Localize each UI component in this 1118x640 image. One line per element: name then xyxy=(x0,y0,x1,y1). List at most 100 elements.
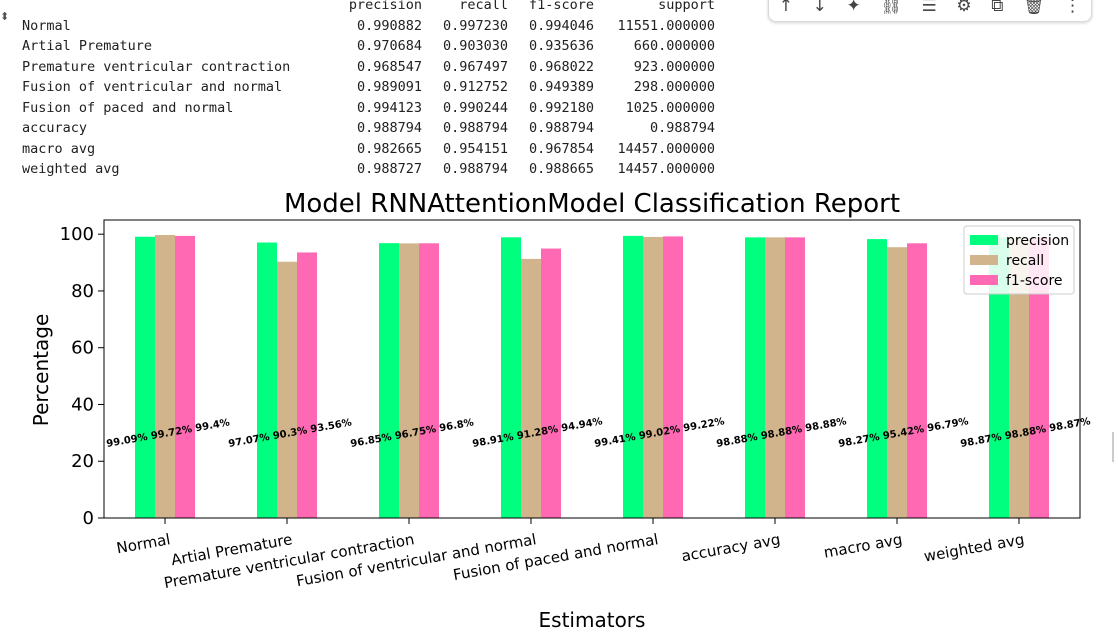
bar-f1-score xyxy=(907,243,927,518)
classification-report-chart: Model RNNAttentionModel Classification R… xyxy=(29,189,1091,632)
x-tick-label: weighted avg xyxy=(922,530,1025,565)
y-tick-label: 60 xyxy=(71,338,94,359)
report-cell-precision: 0.994123 xyxy=(356,99,422,116)
legend-label: recall xyxy=(1006,253,1044,269)
legend-swatch-precision xyxy=(970,235,998,245)
y-tick-label: 100 xyxy=(60,224,94,245)
report-cell-f1-score: 0.994046 xyxy=(528,17,594,34)
link-icon[interactable]: ⛓ xyxy=(880,0,902,16)
trash-icon[interactable]: 🗑 xyxy=(1022,0,1045,16)
gear-icon[interactable]: ⚙ xyxy=(956,0,972,16)
x-tick-label: accuracy avg xyxy=(680,530,782,565)
x-tick-label: Normal xyxy=(115,530,172,557)
report-cell-f1-score: 0.992180 xyxy=(528,99,594,116)
report-row: weighted avg 0.988727 0.988794 0.988665 1445… xyxy=(22,159,715,180)
report-header-support: support xyxy=(658,0,715,13)
report-body: Normal 0.990882 0.997230 0.994046 11551.0000… xyxy=(22,16,715,180)
report-cell-support: 1025.000000 xyxy=(625,99,715,116)
report-cell-recall: 0.912752 xyxy=(442,79,508,95)
scroll-edge-marker xyxy=(1112,432,1117,462)
bar-precision xyxy=(257,242,277,518)
chart-title: Model RNNAttentionModel Classification R… xyxy=(284,189,900,219)
legend-label: precision xyxy=(1006,233,1069,249)
bar-recall xyxy=(765,237,785,518)
comment-icon[interactable]: ☰ xyxy=(921,0,937,16)
bar-f1-score xyxy=(419,243,439,518)
bar-recall xyxy=(1009,237,1029,518)
report-row-label: macro avg xyxy=(22,140,96,157)
sparkle-icon[interactable]: ✦ xyxy=(846,0,861,16)
bar-precision xyxy=(379,243,399,518)
report-row-label: Premature ventricular contraction xyxy=(22,58,291,75)
report-row: Premature ventricular contraction 0.96854… xyxy=(22,57,715,78)
classification-report-output: precision recall f1-score support Normal… xyxy=(22,0,715,180)
bar-precision xyxy=(989,237,1009,518)
report-row-label: Fusion of ventricular and normal xyxy=(22,79,283,95)
bar-recall xyxy=(521,258,541,518)
report-cell-f1-score: 0.988794 xyxy=(528,120,594,136)
report-cell-support: 11551.000000 xyxy=(617,17,715,34)
report-row: accuracy 0.988794 0.988794 0.988794 0.988794 xyxy=(22,118,715,139)
y-axis-label: Percentage xyxy=(29,314,53,427)
report-cell-recall: 0.988794 xyxy=(442,120,508,136)
report-cell-precision: 0.968547 xyxy=(356,58,422,75)
legend-swatch-f1-score xyxy=(970,275,998,285)
report-row-label: accuracy xyxy=(22,120,88,136)
report-row: Fusion of ventricular and normal 0.989091… xyxy=(22,77,715,98)
x-axis-label: Estimators xyxy=(539,608,646,632)
report-cell-recall: 0.903030 xyxy=(442,38,508,54)
report-cell-f1-score: 0.949389 xyxy=(528,79,594,95)
report-header-row: precision recall f1-score support xyxy=(22,0,715,16)
legend-swatch-recall xyxy=(970,255,998,265)
y-tick-label: 40 xyxy=(71,394,94,415)
report-cell-support: 660.000000 xyxy=(633,38,715,54)
bar-recall xyxy=(277,261,297,518)
report-header-f1: f1-score xyxy=(528,0,594,13)
legend-label: f1-score xyxy=(1006,273,1063,289)
plot-frame xyxy=(103,219,1081,519)
bar-f1-score xyxy=(175,235,195,518)
bar-precision xyxy=(867,239,887,518)
bar-recall xyxy=(399,243,419,518)
report-cell-recall: 0.988794 xyxy=(442,161,508,177)
report-row-label: Artial Premature xyxy=(22,38,153,54)
arrow-down-icon[interactable]: ↓ xyxy=(812,0,827,16)
report-row: Artial Premature 0.970684 0.903030 0.935636… xyxy=(22,36,715,57)
report-cell-precision: 0.982665 xyxy=(356,140,422,157)
report-cell-f1-score: 0.988665 xyxy=(528,161,594,177)
report-row-label: weighted avg xyxy=(22,161,120,177)
report-row: Fusion of paced and normal 0.994123 0.9902… xyxy=(22,98,715,119)
mirror-icon[interactable]: ⧉ xyxy=(991,0,1004,16)
report-cell-support: 14457.000000 xyxy=(617,140,715,157)
bar-f1-score xyxy=(1029,237,1049,518)
arrow-up-icon[interactable]: ↑ xyxy=(778,0,794,16)
bar-f1-score xyxy=(297,252,317,518)
report-cell-precision: 0.988727 xyxy=(356,161,422,177)
report-cell-support: 298.000000 xyxy=(633,79,715,95)
collapse-marker-icon[interactable]: ⬍ xyxy=(0,10,10,23)
report-header-blank xyxy=(22,0,334,16)
report-header-recall: recall xyxy=(459,0,508,13)
report-cell-support: 14457.000000 xyxy=(617,161,715,177)
bar-precision xyxy=(135,236,155,519)
y-tick-label: 0 xyxy=(83,508,94,529)
report-cell-precision: 0.988794 xyxy=(356,120,422,136)
more-icon[interactable]: ⋮ xyxy=(1064,0,1082,16)
report-row-label: Fusion of paced and normal xyxy=(22,99,234,116)
report-cell-precision: 0.989091 xyxy=(356,79,422,95)
cell-toolbar: ↑ ↓ ✦ ⛓ ☰ ⚙ ⧉ 🗑 ⋮ xyxy=(768,0,1092,22)
report-cell-recall: 0.997230 xyxy=(442,17,508,34)
report-row: macro avg 0.982665 0.954151 0.967854 14457.0… xyxy=(22,139,715,160)
bar-f1-score xyxy=(785,237,805,518)
bar-f1-score xyxy=(663,236,683,519)
report-row: Normal 0.990882 0.997230 0.994046 11551.0000… xyxy=(22,16,715,37)
report-cell-recall: 0.967497 xyxy=(442,58,508,75)
x-tick-label: macro avg xyxy=(822,530,903,562)
report-cell-recall: 0.990244 xyxy=(442,99,508,116)
report-cell-support: 0.988794 xyxy=(649,120,715,136)
bar-recall xyxy=(155,234,175,518)
report-header-precision: precision xyxy=(348,0,422,13)
report-cell-precision: 0.970684 xyxy=(356,38,422,54)
report-cell-support: 923.000000 xyxy=(633,58,715,75)
